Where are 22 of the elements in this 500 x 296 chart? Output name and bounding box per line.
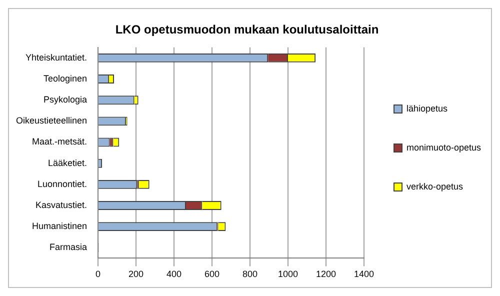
chart-title: LKO opetusmuodon mukaan koulutusaloittain	[115, 22, 379, 37]
legend-label: monimuoto-opetus	[406, 142, 482, 152]
x-tick-label: 1200	[316, 269, 336, 280]
y-tick-label: Maat.-metsät.	[32, 136, 88, 147]
legend-label: verkko-opetus	[406, 181, 464, 192]
x-tick-label: 1400	[354, 269, 374, 280]
y-tick-label: Psykologia	[44, 94, 88, 105]
y-tick-label: Kasvatustiet.	[36, 200, 88, 210]
y-tick-label: Teologinen	[43, 74, 88, 84]
x-tick-label: 200	[128, 269, 144, 280]
x-tick-label: 800	[242, 269, 258, 280]
y-tick-label: Oikeustieteellinen	[16, 116, 88, 126]
x-tick-label: 400	[166, 269, 182, 280]
x-tick-label: 0	[96, 269, 101, 280]
y-tick-label: Humanistinen	[32, 221, 88, 232]
y-tick-label: Lääketiet.	[48, 158, 88, 168]
y-tick-label: Yhteiskuntatiet.	[25, 52, 88, 62]
x-tick-label: 600	[204, 269, 220, 280]
x-tick-label: 1000	[278, 269, 298, 280]
y-tick-label: Farmasia	[50, 242, 88, 252]
legend-label: lähiopetus	[406, 103, 448, 114]
y-tick-label: Luonnontiet.	[37, 178, 88, 189]
